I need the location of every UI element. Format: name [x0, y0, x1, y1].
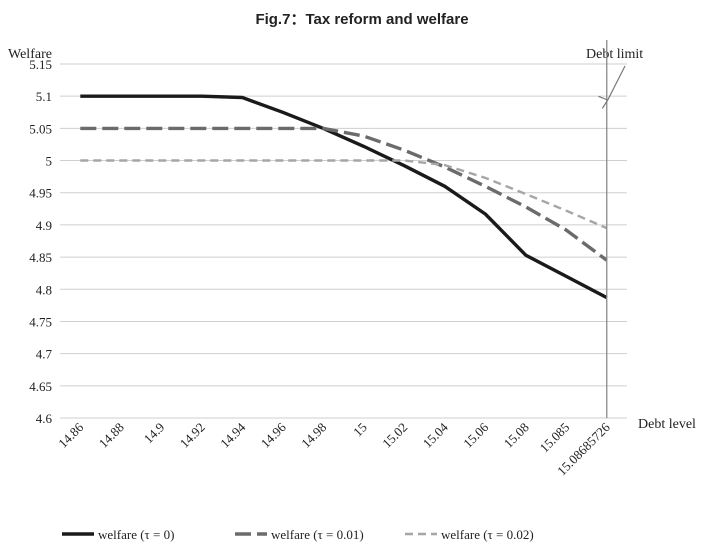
series-lines — [80, 94, 608, 300]
legend-label-0: welfare (τ = 0) — [98, 527, 174, 542]
x-tick-label: 15.06 — [460, 419, 492, 451]
y-tick-label: 5 — [46, 154, 53, 169]
debt-limit-marker — [598, 40, 626, 418]
y-tick-label: 4.85 — [29, 250, 52, 265]
x-axis-label: Debt level — [638, 417, 696, 432]
x-tick-labels: 14.86 14.88 14.9 14.92 14.94 14.96 14.98 15 15.0… — [55, 419, 613, 478]
legend-label-1: welfare (τ = 0.01) — [271, 527, 364, 542]
y-tick-label: 4.95 — [29, 186, 52, 201]
y-axis-label: Welfare — [8, 47, 52, 62]
y-tick-label: 5.1 — [36, 89, 52, 104]
series-line-2 — [80, 159, 608, 230]
x-tick-label: 14.98 — [298, 420, 329, 451]
x-tick-label: 15.085 — [536, 420, 572, 456]
x-tick-label: 14.92 — [177, 420, 208, 451]
x-tick-label: 15.04 — [420, 419, 452, 451]
y-tick-label: 5.05 — [29, 121, 52, 136]
y-tick-label: 4.8 — [36, 282, 52, 297]
series-line-1 — [80, 126, 608, 262]
x-tick-label: 15 — [350, 420, 370, 440]
x-tick-label: 14.88 — [96, 420, 127, 451]
y-tick-label: 5.15 — [29, 57, 52, 72]
debt-limit-arrow — [598, 65, 626, 109]
x-tick-label: 14.94 — [217, 419, 249, 451]
chart-title: Fig.7：Tax reform and welfare — [255, 11, 468, 28]
x-tick-label: 15.08 — [501, 420, 532, 451]
x-tick-label: 14.86 — [55, 419, 87, 451]
y-tick-label: 4.9 — [36, 218, 52, 233]
series-line-0 — [80, 94, 608, 300]
y-tick-label: 4.65 — [29, 379, 52, 394]
debt-limit-annotation: Debt limit — [586, 47, 643, 62]
legend-label-2: welfare (τ = 0.02) — [441, 527, 534, 542]
y-tick-label: 4.7 — [36, 347, 53, 362]
y-tick-label: 4.6 — [36, 411, 53, 426]
x-tick-label: 14.9 — [141, 420, 168, 447]
gridlines — [60, 63, 627, 419]
x-tick-label: 14.96 — [258, 419, 290, 451]
legend: welfare (τ = 0) welfare (τ = 0.01) welfare… — [62, 527, 534, 542]
x-tick-label: 15.02 — [379, 420, 410, 451]
y-tick-labels: 5.15 5.1 5.05 5 4.95 4.9 4.85 4.8 4.75 4.7 4.65 4.6 — [29, 57, 52, 426]
y-tick-label: 4.75 — [29, 314, 52, 329]
